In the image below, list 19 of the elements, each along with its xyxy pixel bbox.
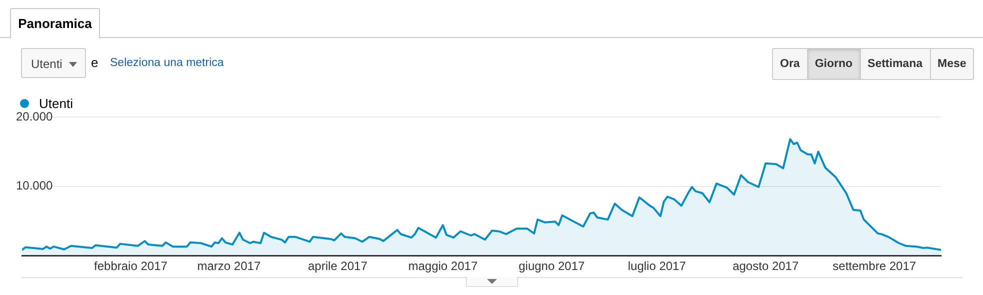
text: Panoramica — [10, 8, 100, 39]
text: Ora — [773, 49, 807, 79]
text: Seleziona una metrica — [110, 57, 224, 69]
x-tick-label: maggio 2017 — [408, 259, 478, 274]
text: Settimana — [860, 49, 930, 79]
text: Utenti — [31, 57, 62, 71]
legend-label: Utenti — [39, 96, 73, 111]
x-tick-label: marzo 2017 — [197, 259, 261, 274]
x-tick-label: settembre 2017 — [832, 259, 916, 274]
x-tick-label: agosto 2017 — [732, 259, 799, 274]
x-tick-label: luglio 2017 — [628, 259, 686, 274]
y-tick-label: 20.000 — [16, 109, 54, 124]
x-tick-label: febbraio 2017 — [94, 259, 168, 274]
x-tick-label: aprile 2017 — [308, 259, 368, 274]
y-tick-label: 10.000 — [16, 178, 54, 193]
text: Giorno — [806, 49, 860, 79]
x-tick-label: giugno 2017 — [518, 259, 586, 274]
text: Mese — [930, 49, 974, 79]
text: e — [91, 55, 98, 70]
